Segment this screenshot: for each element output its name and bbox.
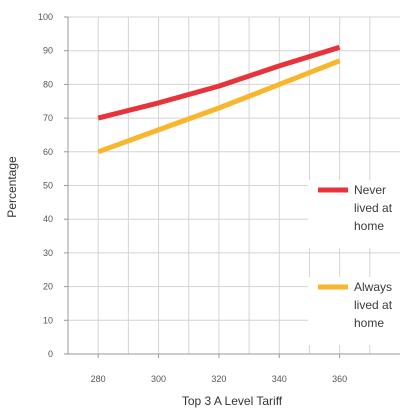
x-tick-label: 340 <box>272 374 287 384</box>
x-tick-label: 360 <box>332 374 347 384</box>
legend-label-0: home <box>354 219 384 233</box>
series-line-1 <box>97 58 341 155</box>
y-axis-title: Percentage <box>5 156 19 218</box>
y-tick-label: 70 <box>43 113 53 123</box>
y-tick-label: 90 <box>43 46 53 56</box>
series-line-0 <box>97 44 341 121</box>
y-tick-label: 30 <box>43 248 53 258</box>
y-tick-label: 60 <box>43 147 53 157</box>
y-tick-label: 100 <box>38 12 53 22</box>
legend-label-0: Never <box>354 183 386 197</box>
y-tick-label: 10 <box>43 315 53 325</box>
tick-labels: 0 10 20 30 40 50 60 70 80 90 100 280 300 320 340 360 <box>38 12 347 384</box>
legend: Never lived at home Always lived at home <box>308 180 400 345</box>
x-axis-title: Top 3 A Level Tariff <box>182 394 283 408</box>
legend-label-1: lived at <box>354 298 393 312</box>
x-tick-label: 320 <box>211 374 226 384</box>
legend-label-1: Always <box>354 280 392 294</box>
axes <box>64 16 400 358</box>
y-tick-label: 50 <box>43 181 53 191</box>
legend-label-0: lived at <box>354 201 393 215</box>
x-tick-label: 300 <box>151 374 166 384</box>
x-tick-label: 280 <box>91 374 106 384</box>
y-tick-label: 0 <box>48 349 53 359</box>
series-lines <box>97 44 341 155</box>
y-tick-label: 40 <box>43 214 53 224</box>
y-tick-label: 20 <box>43 282 53 292</box>
legend-label-1: home <box>354 316 384 330</box>
y-tick-label: 80 <box>43 79 53 89</box>
